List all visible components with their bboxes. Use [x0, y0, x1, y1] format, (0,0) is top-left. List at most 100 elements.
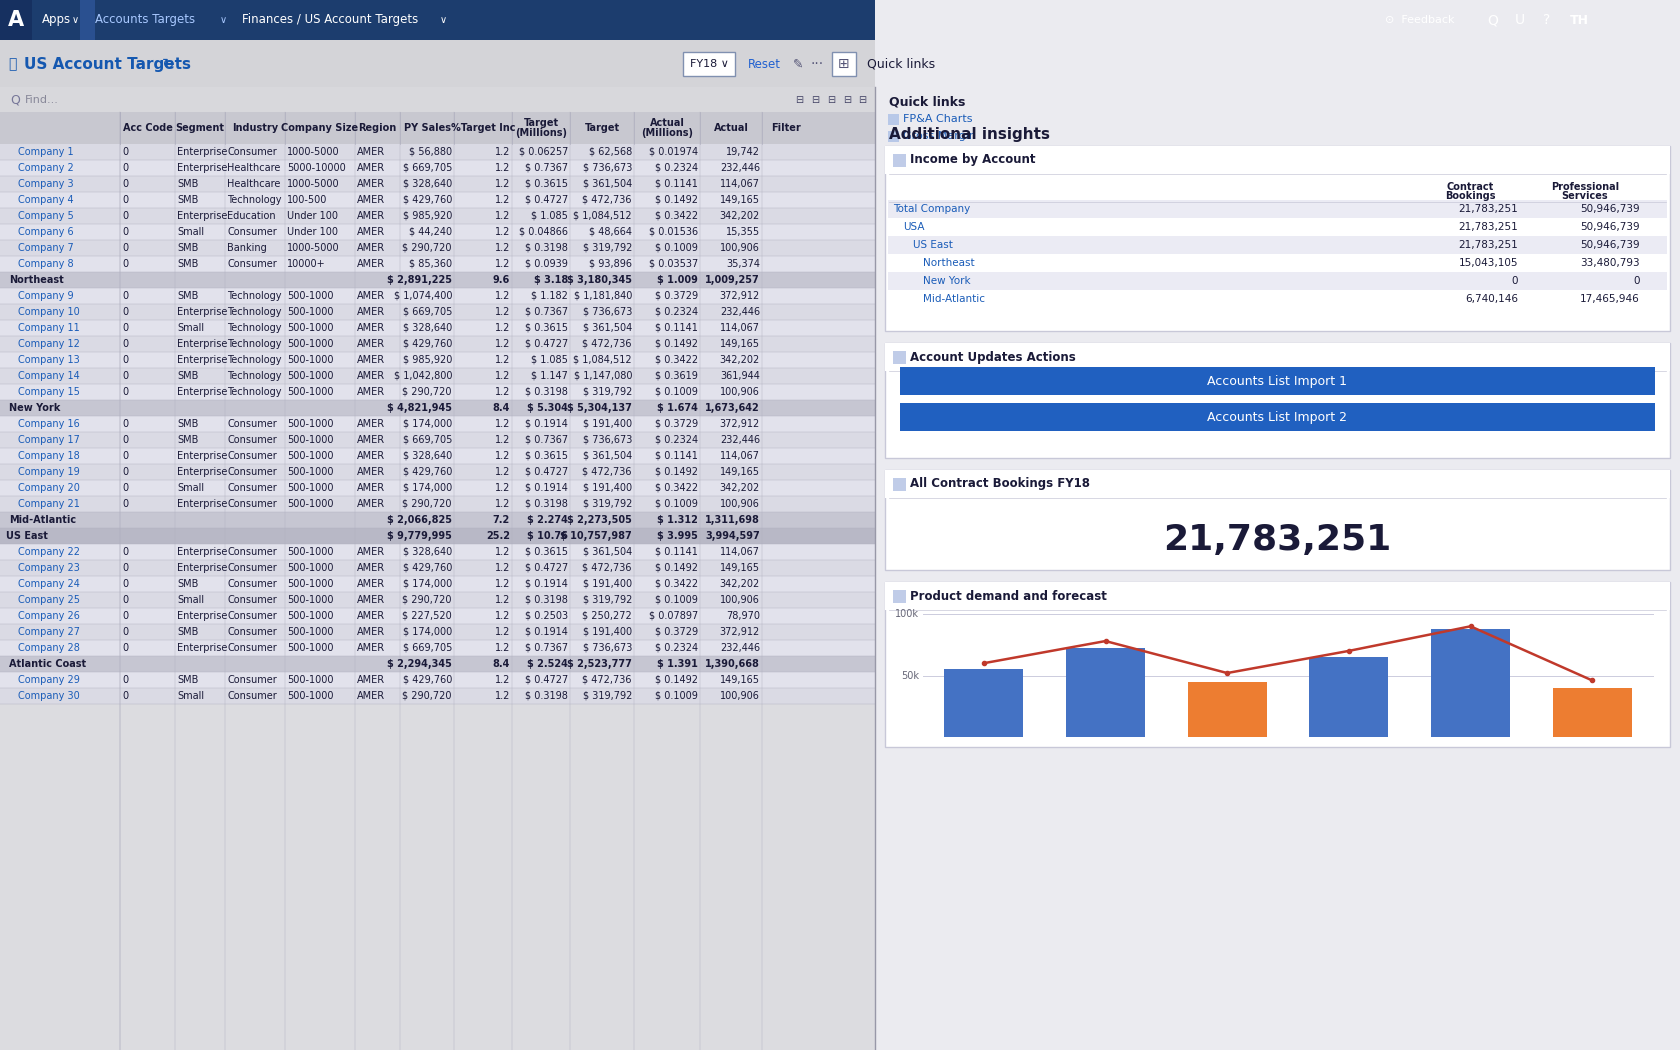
Text: Q: Q	[1487, 13, 1499, 27]
Text: 500-1000: 500-1000	[287, 627, 334, 637]
Text: $ 429,760: $ 429,760	[403, 339, 452, 349]
Text: AMER: AMER	[358, 419, 385, 429]
Bar	[875, 40, 1680, 87]
Text: 1.2: 1.2	[494, 387, 511, 397]
Text: $ 0.3615: $ 0.3615	[526, 323, 568, 333]
Text: $ 0.1009: $ 0.1009	[655, 243, 697, 253]
Text: $ 0.1009: $ 0.1009	[655, 499, 697, 509]
Text: 0: 0	[123, 691, 128, 701]
Bar	[0, 0, 1680, 40]
Text: 1.2: 1.2	[494, 195, 511, 205]
Text: Enterprise: Enterprise	[176, 467, 227, 477]
Text: $ 290,720: $ 290,720	[403, 691, 452, 701]
Text: Income by Account: Income by Account	[911, 153, 1035, 167]
Text: 0: 0	[123, 452, 128, 461]
Text: FP&A Charts: FP&A Charts	[904, 114, 973, 124]
Bar	[0, 416, 875, 432]
Text: $ 1.009: $ 1.009	[657, 275, 697, 285]
Text: 0: 0	[1512, 276, 1519, 286]
Text: $ 985,920: $ 985,920	[403, 355, 452, 365]
Text: Professional: Professional	[1551, 182, 1620, 192]
Text: $ 319,792: $ 319,792	[583, 691, 632, 701]
Text: 0: 0	[123, 499, 128, 509]
Text: 1.2: 1.2	[494, 611, 511, 621]
Text: SMB: SMB	[176, 675, 198, 685]
Text: Accounts List Import 1: Accounts List Import 1	[1206, 375, 1347, 387]
Text: Company 21: Company 21	[18, 499, 81, 509]
Text: AMER: AMER	[358, 579, 385, 589]
Text: AMER: AMER	[358, 339, 385, 349]
Text: Company 4: Company 4	[18, 195, 74, 205]
Text: Small: Small	[176, 227, 205, 237]
Text: $ 472,736: $ 472,736	[583, 563, 632, 573]
Text: 1.2: 1.2	[494, 499, 511, 509]
Text: 0: 0	[123, 195, 128, 205]
Text: $ 227,520: $ 227,520	[402, 611, 452, 621]
Text: $ 1.085: $ 1.085	[531, 211, 568, 220]
Text: 1.2: 1.2	[494, 147, 511, 157]
Bar	[0, 368, 875, 384]
Text: $ 0.01536: $ 0.01536	[648, 227, 697, 237]
Bar	[0, 400, 875, 416]
Text: 149,165: 149,165	[721, 339, 759, 349]
Text: $ 1,084,512: $ 1,084,512	[573, 355, 632, 365]
Text: $ 0.04866: $ 0.04866	[519, 227, 568, 237]
Text: Company 14: Company 14	[18, 371, 79, 381]
Text: 342,202: 342,202	[719, 355, 759, 365]
Bar	[0, 448, 875, 464]
Bar	[885, 582, 1670, 747]
Text: $ 328,640: $ 328,640	[403, 178, 452, 189]
Text: 500-1000: 500-1000	[287, 579, 334, 589]
Text: 0: 0	[123, 595, 128, 605]
Text: $ 191,400: $ 191,400	[583, 419, 632, 429]
Text: $ 0.2324: $ 0.2324	[655, 307, 697, 317]
Text: $ 0.3619: $ 0.3619	[655, 371, 697, 381]
Text: Quick links: Quick links	[867, 58, 936, 70]
Text: ∨: ∨	[220, 15, 227, 25]
Bar	[894, 154, 906, 167]
Text: 35,374: 35,374	[726, 259, 759, 269]
Text: AMER: AMER	[358, 178, 385, 189]
Text: Enterprise: Enterprise	[176, 611, 227, 621]
Bar	[1065, 649, 1146, 737]
Text: Education: Education	[227, 211, 276, 220]
Text: SMB: SMB	[176, 579, 198, 589]
Text: 372,912: 372,912	[719, 291, 759, 301]
Text: 149,165: 149,165	[721, 195, 759, 205]
Text: Consumer: Consumer	[227, 643, 277, 653]
Text: SMB: SMB	[176, 435, 198, 445]
Text: $ 1.182: $ 1.182	[531, 291, 568, 301]
Text: $ 1.391: $ 1.391	[657, 659, 697, 669]
Text: AMER: AMER	[358, 547, 385, 557]
Text: $ 48,664: $ 48,664	[590, 227, 632, 237]
Text: 0: 0	[123, 467, 128, 477]
Text: 78,970: 78,970	[726, 611, 759, 621]
Text: $ 361,504: $ 361,504	[583, 323, 632, 333]
Bar	[900, 403, 1655, 430]
Text: $ 9,779,995: $ 9,779,995	[386, 531, 452, 541]
Bar	[0, 176, 875, 192]
Text: 149,165: 149,165	[721, 563, 759, 573]
Bar	[0, 112, 875, 144]
Text: $ 0.1492: $ 0.1492	[655, 467, 697, 477]
Text: 7.2: 7.2	[492, 514, 511, 525]
Text: $ 1,084,512: $ 1,084,512	[573, 211, 632, 220]
Text: Company 10: Company 10	[18, 307, 79, 317]
Text: $ 0.7367: $ 0.7367	[524, 435, 568, 445]
Text: Consumer: Consumer	[227, 595, 277, 605]
Text: Healthcare: Healthcare	[227, 178, 281, 189]
Bar	[0, 544, 875, 560]
Text: $ 44,240: $ 44,240	[408, 227, 452, 237]
Text: PY Sales: PY Sales	[403, 123, 450, 133]
Text: $ 1,074,400: $ 1,074,400	[393, 291, 452, 301]
Text: SMB: SMB	[176, 243, 198, 253]
Text: Consumer: Consumer	[227, 627, 277, 637]
Text: AMER: AMER	[358, 452, 385, 461]
Text: $ 1.674: $ 1.674	[657, 403, 697, 413]
Text: 21,783,251: 21,783,251	[1458, 204, 1519, 214]
Text: 1,009,257: 1,009,257	[706, 275, 759, 285]
Bar	[889, 290, 1667, 308]
Text: Company 26: Company 26	[18, 611, 81, 621]
Text: New York: New York	[922, 276, 971, 286]
Text: $ 0.0939: $ 0.0939	[526, 259, 568, 269]
